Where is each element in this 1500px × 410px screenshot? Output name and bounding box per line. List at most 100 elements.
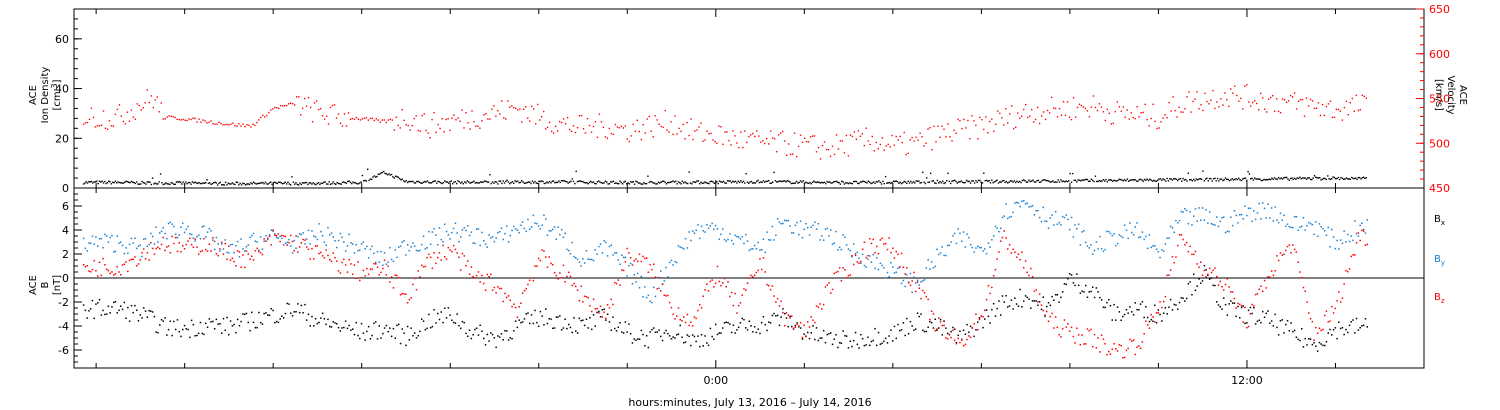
velocity-point <box>552 132 555 134</box>
bx-point <box>1226 314 1229 316</box>
bz-point <box>1339 301 1342 303</box>
density-point <box>140 183 142 185</box>
bz-point <box>121 264 124 266</box>
density-point <box>794 182 796 184</box>
bx-point <box>603 308 605 310</box>
bz-point <box>320 251 322 254</box>
density-point <box>716 181 718 183</box>
density-point <box>294 183 296 185</box>
velocity-point <box>373 119 376 122</box>
bx-point <box>164 317 166 319</box>
density-point <box>1005 180 1008 183</box>
density-point <box>205 182 207 184</box>
by-point <box>121 244 124 247</box>
density-point <box>191 181 194 183</box>
by-point <box>1322 228 1324 230</box>
bz-point <box>1063 319 1066 321</box>
velocity-point <box>799 134 802 136</box>
density-axis-label-1: ACE <box>28 85 39 105</box>
by-point <box>516 229 519 231</box>
bz-point <box>1343 283 1345 285</box>
bz-point <box>1217 284 1220 286</box>
bz-point <box>545 256 547 258</box>
by-point <box>1024 203 1027 205</box>
density-point <box>1166 177 1168 180</box>
bx-point <box>1100 299 1103 301</box>
bx-point <box>711 335 713 338</box>
bx-point <box>994 315 997 317</box>
bx-point <box>410 327 412 329</box>
by-point <box>614 252 616 254</box>
bz-point <box>837 270 839 273</box>
bx-point <box>1074 284 1076 287</box>
by-point <box>1111 234 1113 237</box>
by-point <box>1354 220 1356 222</box>
density-point <box>618 183 620 185</box>
density-point <box>482 181 484 183</box>
by-point <box>922 280 924 282</box>
density-point <box>437 180 439 183</box>
density-point <box>190 183 192 185</box>
bx-point <box>915 328 917 330</box>
by-point <box>916 279 919 282</box>
density-point <box>110 183 113 185</box>
bz-point <box>865 256 867 259</box>
density-point <box>1143 178 1146 181</box>
bx-point <box>1210 277 1213 279</box>
bx-point <box>582 319 584 321</box>
bz-point <box>952 329 954 331</box>
velocity-point <box>150 95 152 97</box>
bx-point <box>183 324 186 327</box>
density-point <box>120 182 122 184</box>
bz-point <box>683 316 685 318</box>
bz-point <box>130 258 133 261</box>
bx-point <box>571 331 573 334</box>
bx-point <box>799 327 802 329</box>
by-point <box>1065 214 1067 216</box>
density-point <box>158 181 160 183</box>
velocity-point <box>323 118 326 120</box>
velocity-point <box>923 145 925 147</box>
by-point <box>950 241 952 243</box>
bz-point <box>353 264 356 266</box>
density-point <box>930 172 932 174</box>
velocity-point <box>1313 107 1316 110</box>
by-point <box>183 231 186 234</box>
bz-point <box>893 257 896 259</box>
density-point <box>837 181 839 183</box>
bz-point <box>360 276 363 279</box>
by-point <box>313 235 315 237</box>
bz-point <box>955 342 958 345</box>
density-point <box>583 181 585 184</box>
by-point <box>987 242 990 244</box>
velocity-point <box>194 117 196 120</box>
bz-point <box>799 322 802 324</box>
bx-point <box>1237 305 1239 308</box>
velocity-point <box>541 116 543 118</box>
density-point <box>753 182 755 184</box>
velocity-point <box>1333 116 1336 118</box>
velocity-point <box>519 108 521 110</box>
density-point <box>1072 172 1074 175</box>
velocity-point <box>128 120 131 122</box>
bz-point <box>975 313 977 315</box>
bx-point <box>433 309 435 311</box>
bz-point <box>157 246 159 248</box>
velocity-point <box>471 110 473 112</box>
density-point <box>300 183 302 186</box>
velocity-point <box>162 118 164 120</box>
density-point <box>501 182 503 185</box>
by-point <box>932 267 935 269</box>
velocity-point <box>1311 100 1314 102</box>
density-point <box>1279 178 1281 180</box>
by-point <box>1100 248 1103 250</box>
velocity-point <box>216 123 218 125</box>
bz-point <box>300 242 303 244</box>
by-point <box>1267 203 1269 205</box>
bz-point <box>714 282 717 284</box>
bx-point <box>160 319 163 321</box>
density-point <box>527 181 530 183</box>
density-point <box>1316 177 1318 179</box>
bz-point <box>769 288 772 291</box>
by-point <box>396 256 398 259</box>
